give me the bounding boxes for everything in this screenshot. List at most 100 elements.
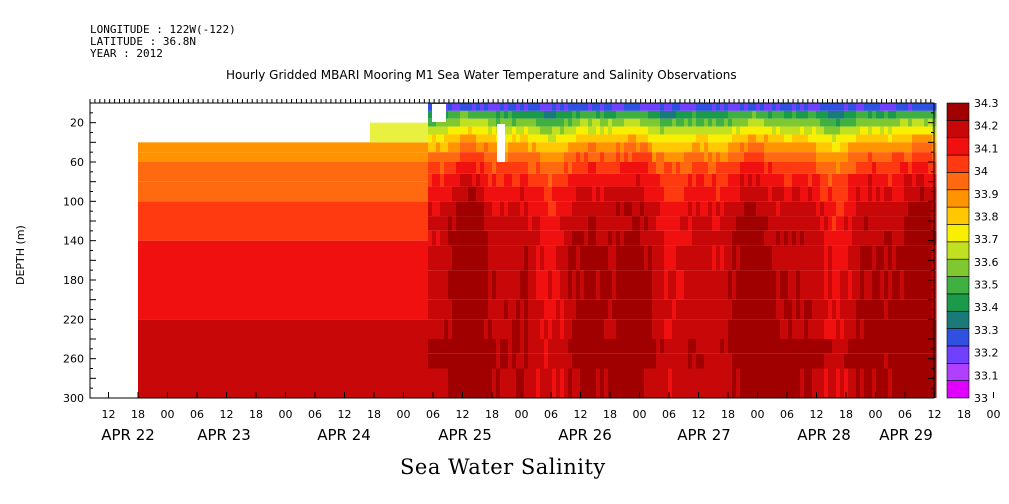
- heatmap-cell: [500, 230, 505, 246]
- heatmap-cell: [664, 152, 669, 162]
- heatmap-cell: [584, 134, 589, 143]
- heatmap-cell: [672, 201, 677, 217]
- heatmap-cell: [428, 319, 433, 339]
- heatmap-cell: [656, 299, 661, 320]
- heatmap-cell: [744, 201, 749, 217]
- heatmap-cell: [888, 142, 893, 153]
- heatmap-cell: [668, 270, 673, 300]
- heatmap-cell: [784, 173, 789, 187]
- heatmap-cell: [656, 118, 661, 127]
- heatmap-cell: [684, 353, 689, 369]
- heatmap-cell: [796, 162, 801, 174]
- heatmap-cell: [576, 162, 581, 174]
- heatmap-cell: [912, 110, 917, 119]
- heatmap-cell: [820, 134, 825, 143]
- heatmap-cell: [672, 103, 677, 111]
- heatmap-cell: [788, 245, 793, 271]
- heatmap-cell: [880, 162, 885, 174]
- heatmap-cell: [552, 299, 557, 320]
- heatmap-cell: [744, 134, 749, 143]
- heatmap-cell: [896, 103, 901, 111]
- heatmap-cell: [520, 353, 525, 369]
- heatmap-cell: [576, 216, 581, 231]
- heatmap-cell: [712, 230, 717, 246]
- heatmap-cell: [508, 126, 513, 135]
- heatmap-cell: [872, 201, 877, 217]
- heatmap-cell: [488, 118, 493, 127]
- heatmap-cell: [760, 245, 765, 271]
- heatmap-cell: [852, 103, 857, 111]
- heatmap-cell: [816, 353, 821, 369]
- heatmap-cell: [600, 245, 605, 271]
- heatmap-cell: [848, 230, 853, 246]
- heatmap-cell: [632, 368, 637, 398]
- heatmap-cell: [892, 118, 897, 127]
- heatmap-cell: [880, 245, 885, 271]
- heatmap-cell: [684, 110, 689, 119]
- heatmap-cell: [892, 299, 897, 320]
- heatmap-cell: [660, 173, 665, 187]
- heatmap-cell: [584, 126, 589, 135]
- heatmap-cell: [504, 110, 509, 119]
- heatmap-cell: [644, 173, 649, 187]
- x-day-label: APR 26: [558, 426, 612, 444]
- heatmap-cell: [720, 162, 725, 174]
- heatmap-cell: [920, 230, 925, 246]
- heatmap-cell: [864, 216, 869, 231]
- heatmap-cell: [612, 126, 617, 135]
- heatmap-cell: [924, 173, 929, 187]
- heatmap-cell: [764, 173, 769, 187]
- heatmap-cell: [920, 353, 925, 369]
- heatmap-cell: [784, 245, 789, 271]
- heatmap-cell: [732, 201, 737, 217]
- heatmap-cell: [620, 118, 625, 127]
- heatmap-cell: [764, 126, 769, 135]
- x-hour-label: 12: [456, 408, 470, 421]
- heatmap-cell: [720, 186, 725, 202]
- heatmap-cell: [724, 299, 729, 320]
- heatmap-cell: [716, 134, 721, 143]
- heatmap-cell: [452, 201, 457, 217]
- heatmap-cell: [784, 162, 789, 174]
- heatmap-cell: [428, 186, 433, 202]
- heatmap-cell: [580, 126, 585, 135]
- heatmap-cell: [864, 142, 869, 153]
- heatmap-cell: [684, 368, 689, 398]
- heatmap-cell: [852, 201, 857, 217]
- heatmap-cell: [700, 230, 705, 246]
- heatmap-cell: [880, 230, 885, 246]
- heatmap-cell: [684, 152, 689, 162]
- heatmap-cell: [568, 186, 573, 202]
- colorbar-swatch: [946, 154, 970, 173]
- heatmap-cell: [832, 299, 837, 320]
- heatmap-cell: [432, 118, 437, 127]
- heatmap-cell: [744, 245, 749, 271]
- heatmap-cell: [920, 216, 925, 231]
- heatmap-cell: [820, 319, 825, 339]
- heatmap-cell: [848, 245, 853, 271]
- heatmap-cell: [572, 186, 577, 202]
- heatmap-cell: [772, 103, 777, 111]
- heatmap-cell: [740, 162, 745, 174]
- heatmap-cell: [748, 162, 753, 174]
- heatmap-cell: [604, 339, 609, 354]
- heatmap-cell: [788, 110, 793, 119]
- heatmap-cell: [704, 230, 709, 246]
- heatmap-cell: [924, 126, 929, 135]
- heatmap-cell: [680, 270, 685, 300]
- x-hour-label: 00: [161, 408, 175, 421]
- heatmap-cell: [456, 152, 461, 162]
- heatmap-cell: [432, 216, 437, 231]
- heatmap-cell: [532, 173, 537, 187]
- colorbar-swatch: [946, 206, 970, 225]
- heatmap-cell: [820, 110, 825, 119]
- heatmap-cell: [516, 152, 521, 162]
- heatmap-cell: [868, 353, 873, 369]
- heatmap-cell: [456, 216, 461, 231]
- heatmap-cell: [576, 103, 581, 111]
- heatmap-cell: [712, 299, 717, 320]
- heatmap-cell: [760, 270, 765, 300]
- heatmap-cell: [620, 152, 625, 162]
- heatmap-cell: [552, 353, 557, 369]
- heatmap-cell: [656, 319, 661, 339]
